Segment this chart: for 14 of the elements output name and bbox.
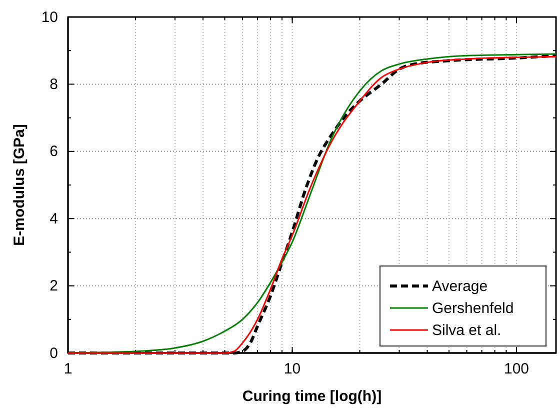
- x-tick-label: 10: [284, 360, 301, 378]
- y-tick-label: 10: [41, 8, 58, 26]
- y-tick-label: 0: [50, 344, 58, 362]
- legend-label: Silva et al.: [432, 322, 502, 339]
- y-tick-label: 6: [50, 143, 58, 160]
- legend-label: Gershenfeld: [432, 300, 514, 317]
- y-axis-title: E-modulus [GPa]: [11, 124, 28, 246]
- y-tick-label: 2: [50, 278, 58, 295]
- x-tick-label: 1: [64, 360, 72, 378]
- x-tick-label: 100: [504, 360, 530, 378]
- legend-label: Average: [432, 278, 488, 295]
- x-axis-title: Curing time [log(h)]: [242, 388, 382, 405]
- y-tick-label: 8: [50, 76, 58, 93]
- y-tick-label: 4: [50, 210, 58, 228]
